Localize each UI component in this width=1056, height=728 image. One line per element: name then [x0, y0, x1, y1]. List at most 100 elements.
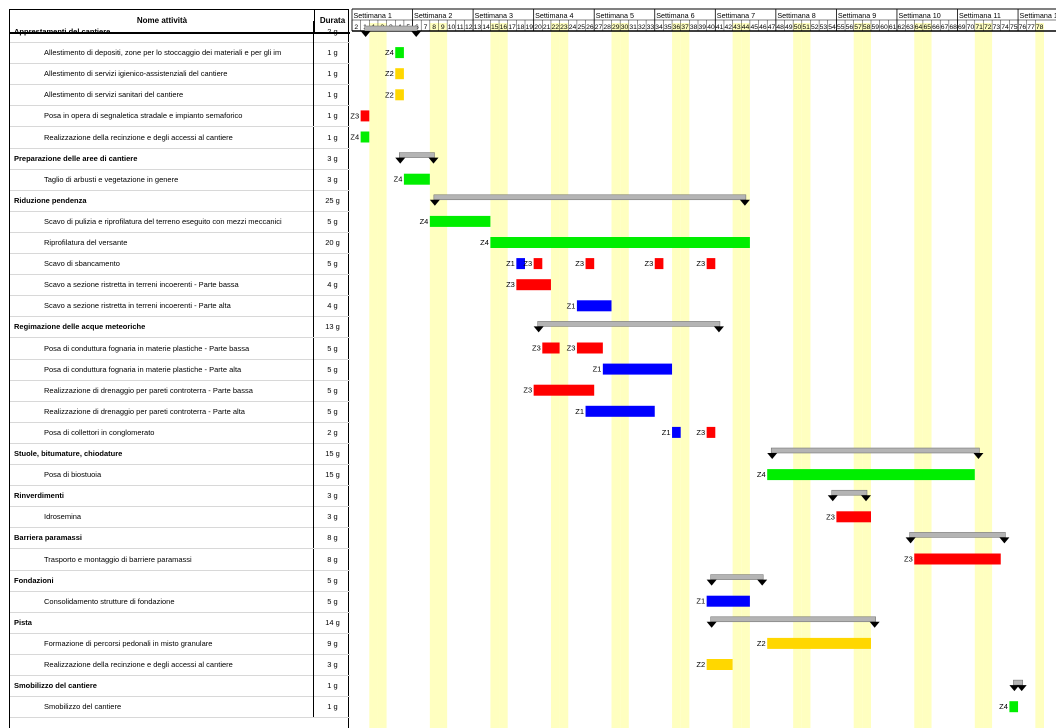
task-bar[interactable]: Z3: [826, 511, 871, 523]
task-bar-fill: [395, 89, 404, 101]
task-bar[interactable]: Z1: [575, 405, 655, 417]
group-row[interactable]: Regimazione delle acque meteoriche 13 g: [10, 316, 350, 339]
task-bar[interactable]: Z3: [575, 258, 595, 270]
task-row[interactable]: Posa di conduttura fognaria in materie p…: [10, 358, 350, 381]
task-row[interactable]: Idrosemina 3 g: [10, 506, 350, 529]
task-row[interactable]: Posa di collettori in conglomerato 2 g: [10, 421, 350, 444]
task-bar[interactable]: Z1: [662, 426, 681, 438]
summary-bar[interactable]: [706, 574, 768, 586]
task-bar[interactable]: Z2: [385, 68, 404, 80]
task-bar-fill: [516, 258, 525, 270]
zone-label: Z1: [696, 597, 705, 606]
task-bar[interactable]: Z1: [567, 300, 612, 312]
task-bar[interactable]: Z3: [506, 279, 551, 291]
task-bar[interactable]: Z4: [757, 469, 975, 481]
weekend-column: [559, 23, 569, 728]
group-name: Apprestamenti del cantiere: [10, 21, 314, 42]
task-bar[interactable]: Z3: [904, 553, 1001, 565]
task-row[interactable]: Scavo a sezione ristretta in terreni inc…: [10, 295, 350, 318]
task-bar[interactable]: Z2: [696, 659, 733, 670]
group-row[interactable]: Stuole, bitumature, chiodature 15 g: [10, 443, 350, 465]
task-bar-fill: [516, 279, 551, 291]
task-row[interactable]: Realizzazione di drenaggio per pareti co…: [10, 379, 350, 402]
group-row[interactable]: Riduzione pendenza 25 g: [10, 189, 350, 212]
day-label: 30: [621, 24, 629, 31]
summary-bar[interactable]: [905, 532, 1010, 544]
task-row[interactable]: Realizzazione della recinzione e degli a…: [10, 126, 350, 149]
task-bar-fill: [767, 637, 871, 649]
task-bar[interactable]: Z4: [420, 215, 491, 227]
task-bar[interactable]: Z3: [696, 426, 716, 438]
group-row[interactable]: Apprestamenti del cantiere 2 g: [10, 21, 350, 43]
summary-bar[interactable]: [429, 194, 750, 206]
group-row[interactable]: Fondazioni 5 g: [10, 569, 350, 592]
weekend-shading: [369, 23, 1044, 728]
task-row[interactable]: Realizzazione di drenaggio per pareti co…: [10, 400, 350, 423]
task-row[interactable]: Taglio di arbusti e vegetazione in gener…: [10, 168, 350, 191]
group-name: Riduzione pendenza: [10, 189, 314, 211]
day-label: 34: [655, 24, 663, 31]
task-bar[interactable]: Z4: [394, 173, 430, 185]
task-bar[interactable]: Z1: [696, 595, 750, 607]
group-row[interactable]: Rinverdimenti 3 g: [10, 485, 350, 508]
task-name: Posa di conduttura fognaria in materie p…: [10, 358, 314, 380]
task-bar[interactable]: Z3: [350, 110, 370, 122]
task-bar[interactable]: Z4: [480, 237, 750, 248]
timeline-header: Settimana 1 Settimana 2 Settimana 3 Settima…: [351, 8, 1056, 32]
summary-bar[interactable]: [1009, 679, 1027, 692]
task-row[interactable]: Allestimento di depositi, zone per lo st…: [10, 42, 350, 65]
task-bar[interactable]: Z1: [593, 363, 673, 375]
task-row[interactable]: Smobilizzo del cantiere 1 g: [10, 696, 350, 719]
task-bar[interactable]: Z4: [350, 131, 370, 143]
summary-bar[interactable]: [533, 321, 724, 333]
group-row[interactable]: Smobilizzo del cantiere 1 g: [10, 675, 350, 698]
task-bar[interactable]: Z3: [644, 258, 664, 270]
task-bar[interactable]: Z2: [757, 637, 871, 649]
weekend-column: [377, 23, 387, 728]
task-bar[interactable]: Z3: [696, 258, 716, 270]
task-duration: 3 g: [327, 660, 338, 669]
summary-start-marker: [395, 157, 406, 164]
summary-bar[interactable]: [360, 25, 422, 37]
summary-bar[interactable]: [827, 489, 871, 502]
summary-bar[interactable]: [706, 616, 880, 628]
task-name: Allestimento di servizi sanitari del can…: [10, 84, 314, 106]
task-bar[interactable]: Z2: [385, 89, 404, 101]
task-bar[interactable]: Z3: [523, 258, 543, 270]
task-name: Realizzazione della recinzione e degli a…: [10, 654, 314, 675]
week-label: Settimana 10: [898, 11, 940, 20]
task-row[interactable]: Scavo di sbancamento 5 g: [10, 253, 350, 276]
task-row[interactable]: Riprofilatura del versante 20 g: [10, 232, 350, 254]
task-duration: 1 g: [327, 702, 338, 712]
task-row[interactable]: Scavo a sezione ristretta in terreni inc…: [10, 274, 350, 297]
task-name: Scavo a sezione ristretta in terreni inc…: [10, 274, 314, 296]
task-bar[interactable]: Z3: [567, 342, 603, 354]
task-bar-fill: [706, 426, 716, 438]
task-bar[interactable]: Z4: [385, 47, 404, 59]
task-row[interactable]: Formazione di percorsi pedonali in misto…: [10, 632, 350, 655]
task-row[interactable]: Posa in opera di segnaletica stradale e …: [10, 105, 350, 128]
task-bar[interactable]: Z1: [506, 258, 525, 270]
task-row[interactable]: Consolidamento strutture di fondazione 5 …: [10, 590, 350, 613]
task-bar[interactable]: Z3: [523, 384, 595, 396]
summary-bar[interactable]: [767, 447, 984, 459]
weekend-column: [611, 23, 621, 728]
task-row[interactable]: Posa di conduttura fognaria in materie p…: [10, 337, 350, 360]
zone-label: Z3: [826, 512, 835, 521]
task-bar[interactable]: Z4: [999, 701, 1019, 713]
task-bar-fill: [585, 405, 655, 417]
group-row[interactable]: Pista 14 g: [10, 611, 350, 634]
task-row[interactable]: Posa di biostuoia 15 g: [10, 464, 350, 487]
summary-bar[interactable]: [395, 152, 439, 164]
task-row[interactable]: Allestimento di servizi sanitari del can…: [10, 84, 350, 107]
task-duration: 3 g: [327, 174, 338, 184]
group-row[interactable]: Barriera paramassi 8 g: [10, 527, 350, 550]
task-row[interactable]: Realizzazione della recinzione e degli a…: [10, 654, 350, 676]
group-row[interactable]: Preparazione delle aree di cantiere 3 g: [10, 147, 350, 170]
task-row[interactable]: Allestimento di servizi igienico-assiste…: [10, 63, 350, 86]
gantt-bars: Z4 Z2 Z2 Z3 Z4 Z4 Z4 Z4 Z1 Z3 Z3 Z3 Z3 Z3 Z1 Z3 Z3 Z1 Z3 Z1…: [350, 25, 1027, 713]
task-row[interactable]: Trasporto e montaggio di barriere parama…: [10, 548, 350, 571]
summary-start-marker: [1009, 685, 1020, 692]
task-row[interactable]: Scavo di pulizia e riprofilatura del ter…: [10, 210, 350, 233]
task-bar[interactable]: Z3: [532, 342, 560, 354]
